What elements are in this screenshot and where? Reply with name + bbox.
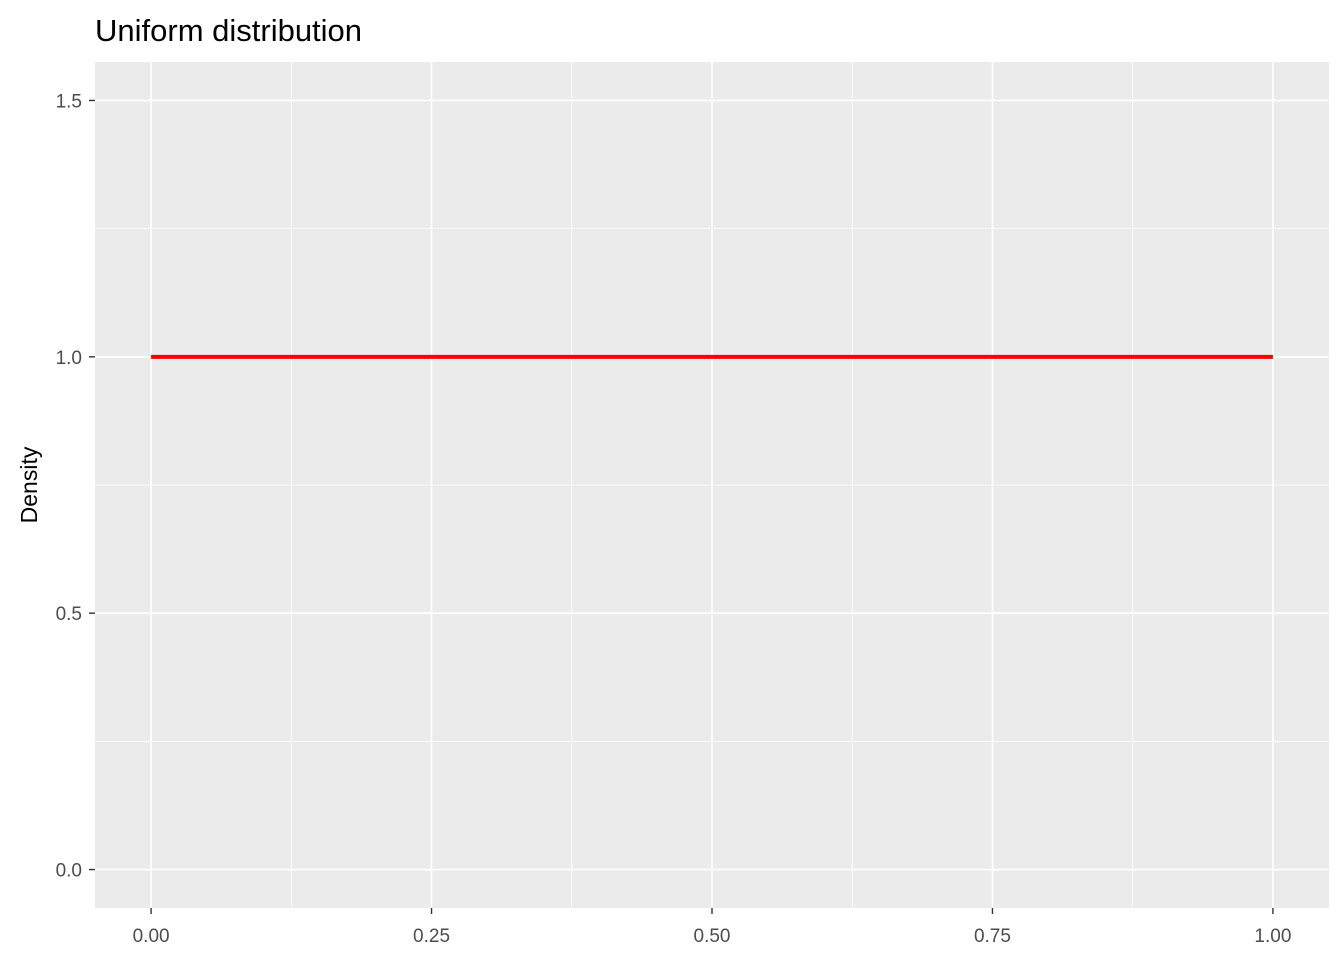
x-axis-ticks: 0.00 0.25 0.50 0.75 1.00 [133, 908, 1291, 947]
x-tick-label: 1.00 [1254, 926, 1291, 947]
chart-title: Uniform distribution [95, 13, 362, 48]
y-axis-ticks: 0.0 0.5 1.0 1.5 [56, 91, 95, 882]
x-tick-label: 0.00 [133, 926, 170, 947]
y-tick-label: 1.0 [56, 348, 82, 369]
y-tick-label: 0.0 [56, 861, 82, 882]
y-tick-label: 0.5 [56, 604, 82, 625]
x-tick-label: 0.25 [413, 926, 450, 947]
x-tick-label: 0.50 [694, 926, 731, 947]
y-tick-label: 1.5 [56, 91, 82, 112]
y-axis-title: Density [16, 446, 42, 523]
x-tick-label: 0.75 [974, 926, 1011, 947]
